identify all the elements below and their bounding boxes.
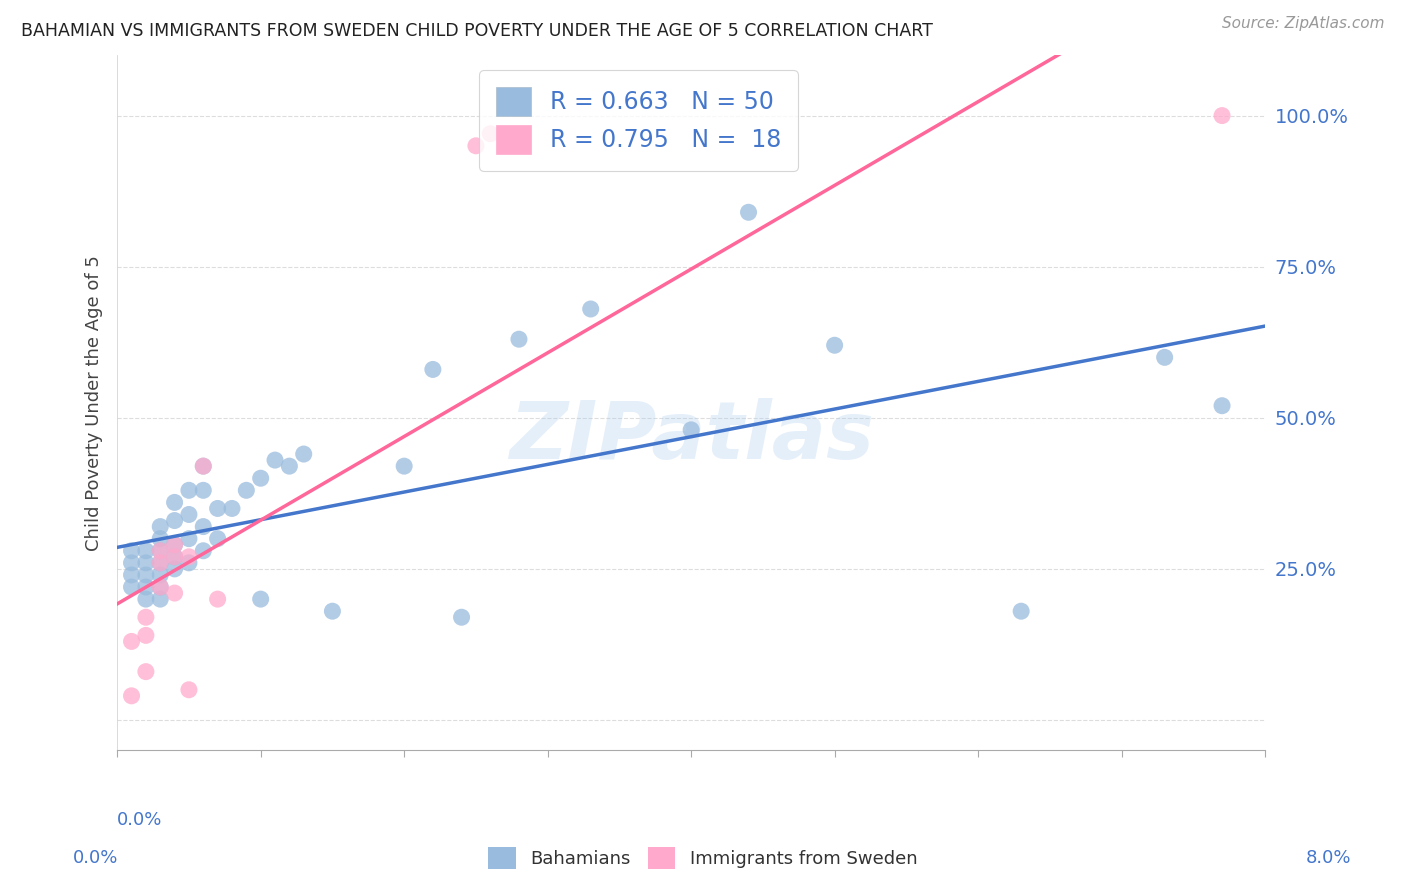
- Point: [207, 501, 229, 516]
- Point: [121, 543, 143, 558]
- Point: [135, 580, 157, 594]
- Point: [292, 447, 315, 461]
- Point: [177, 532, 200, 546]
- Text: 8.0%: 8.0%: [1306, 849, 1351, 867]
- Point: [193, 483, 215, 498]
- Point: [464, 138, 486, 153]
- Legend: R = 0.663   N = 50, R = 0.795   N =  18: R = 0.663 N = 50, R = 0.795 N = 18: [479, 70, 797, 170]
- Point: [1211, 109, 1233, 123]
- Point: [579, 301, 602, 316]
- Point: [163, 549, 186, 564]
- Text: Source: ZipAtlas.com: Source: ZipAtlas.com: [1222, 16, 1385, 31]
- Text: BAHAMIAN VS IMMIGRANTS FROM SWEDEN CHILD POVERTY UNDER THE AGE OF 5 CORRELATION : BAHAMIAN VS IMMIGRANTS FROM SWEDEN CHILD…: [21, 22, 934, 40]
- Point: [121, 580, 143, 594]
- Point: [149, 543, 172, 558]
- Point: [149, 556, 172, 570]
- Point: [177, 556, 200, 570]
- Y-axis label: Child Poverty Under the Age of 5: Child Poverty Under the Age of 5: [86, 255, 103, 550]
- Point: [135, 665, 157, 679]
- Point: [207, 592, 229, 607]
- Point: [392, 459, 415, 474]
- Text: 0.0%: 0.0%: [73, 849, 118, 867]
- Point: [177, 682, 200, 697]
- Point: [163, 495, 186, 509]
- Point: [149, 568, 172, 582]
- Point: [135, 556, 157, 570]
- Point: [135, 543, 157, 558]
- Point: [149, 592, 172, 607]
- Legend: Bahamians, Immigrants from Sweden: Bahamians, Immigrants from Sweden: [481, 839, 925, 876]
- Point: [163, 538, 186, 552]
- Point: [177, 508, 200, 522]
- Point: [121, 556, 143, 570]
- Point: [163, 538, 186, 552]
- Point: [207, 532, 229, 546]
- Point: [135, 568, 157, 582]
- Point: [135, 592, 157, 607]
- Point: [321, 604, 343, 618]
- Point: [193, 519, 215, 533]
- Point: [264, 453, 287, 467]
- Point: [135, 610, 157, 624]
- Point: [508, 332, 530, 346]
- Point: [235, 483, 257, 498]
- Point: [163, 549, 186, 564]
- Point: [681, 423, 703, 437]
- Point: [737, 205, 759, 219]
- Point: [149, 580, 172, 594]
- Point: [149, 532, 172, 546]
- Point: [121, 568, 143, 582]
- Point: [163, 514, 186, 528]
- Point: [163, 586, 186, 600]
- Point: [149, 556, 172, 570]
- Point: [177, 483, 200, 498]
- Point: [249, 592, 271, 607]
- Point: [121, 634, 143, 648]
- Point: [479, 127, 502, 141]
- Point: [121, 689, 143, 703]
- Point: [177, 549, 200, 564]
- Point: [163, 562, 186, 576]
- Point: [1211, 399, 1233, 413]
- Text: ZIPatlas: ZIPatlas: [509, 399, 873, 476]
- Point: [824, 338, 846, 352]
- Point: [422, 362, 444, 376]
- Point: [193, 459, 215, 474]
- Point: [149, 543, 172, 558]
- Point: [149, 580, 172, 594]
- Point: [193, 543, 215, 558]
- Point: [450, 610, 472, 624]
- Point: [278, 459, 301, 474]
- Point: [149, 519, 172, 533]
- Point: [193, 459, 215, 474]
- Text: 0.0%: 0.0%: [117, 811, 163, 829]
- Point: [1153, 351, 1175, 365]
- Point: [249, 471, 271, 485]
- Point: [135, 628, 157, 642]
- Point: [1010, 604, 1032, 618]
- Point: [221, 501, 243, 516]
